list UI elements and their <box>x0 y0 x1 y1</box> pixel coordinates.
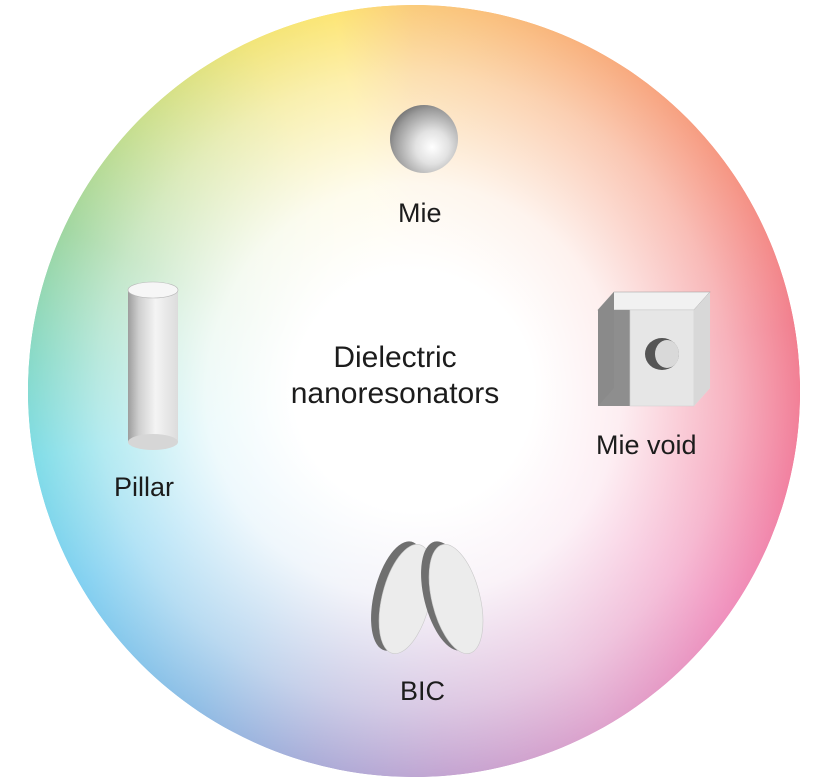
sphere-icon <box>390 105 458 173</box>
node-label-bic: BIC <box>400 676 446 706</box>
center-label-line-2: nanoresonators <box>290 377 500 410</box>
node-label-pillar: Pillar <box>114 472 175 502</box>
cube-with-void-icon <box>597 291 711 407</box>
center-label-line-1: Dielectric <box>333 341 457 374</box>
cylinder-pillar-icon <box>127 281 179 450</box>
node-label-mie: Mie <box>398 198 442 228</box>
center-label: Dielectric nanoresonators <box>250 340 540 412</box>
tilted-disk-pair-icon <box>371 541 484 654</box>
node-label-mie-void: Mie void <box>596 430 697 460</box>
